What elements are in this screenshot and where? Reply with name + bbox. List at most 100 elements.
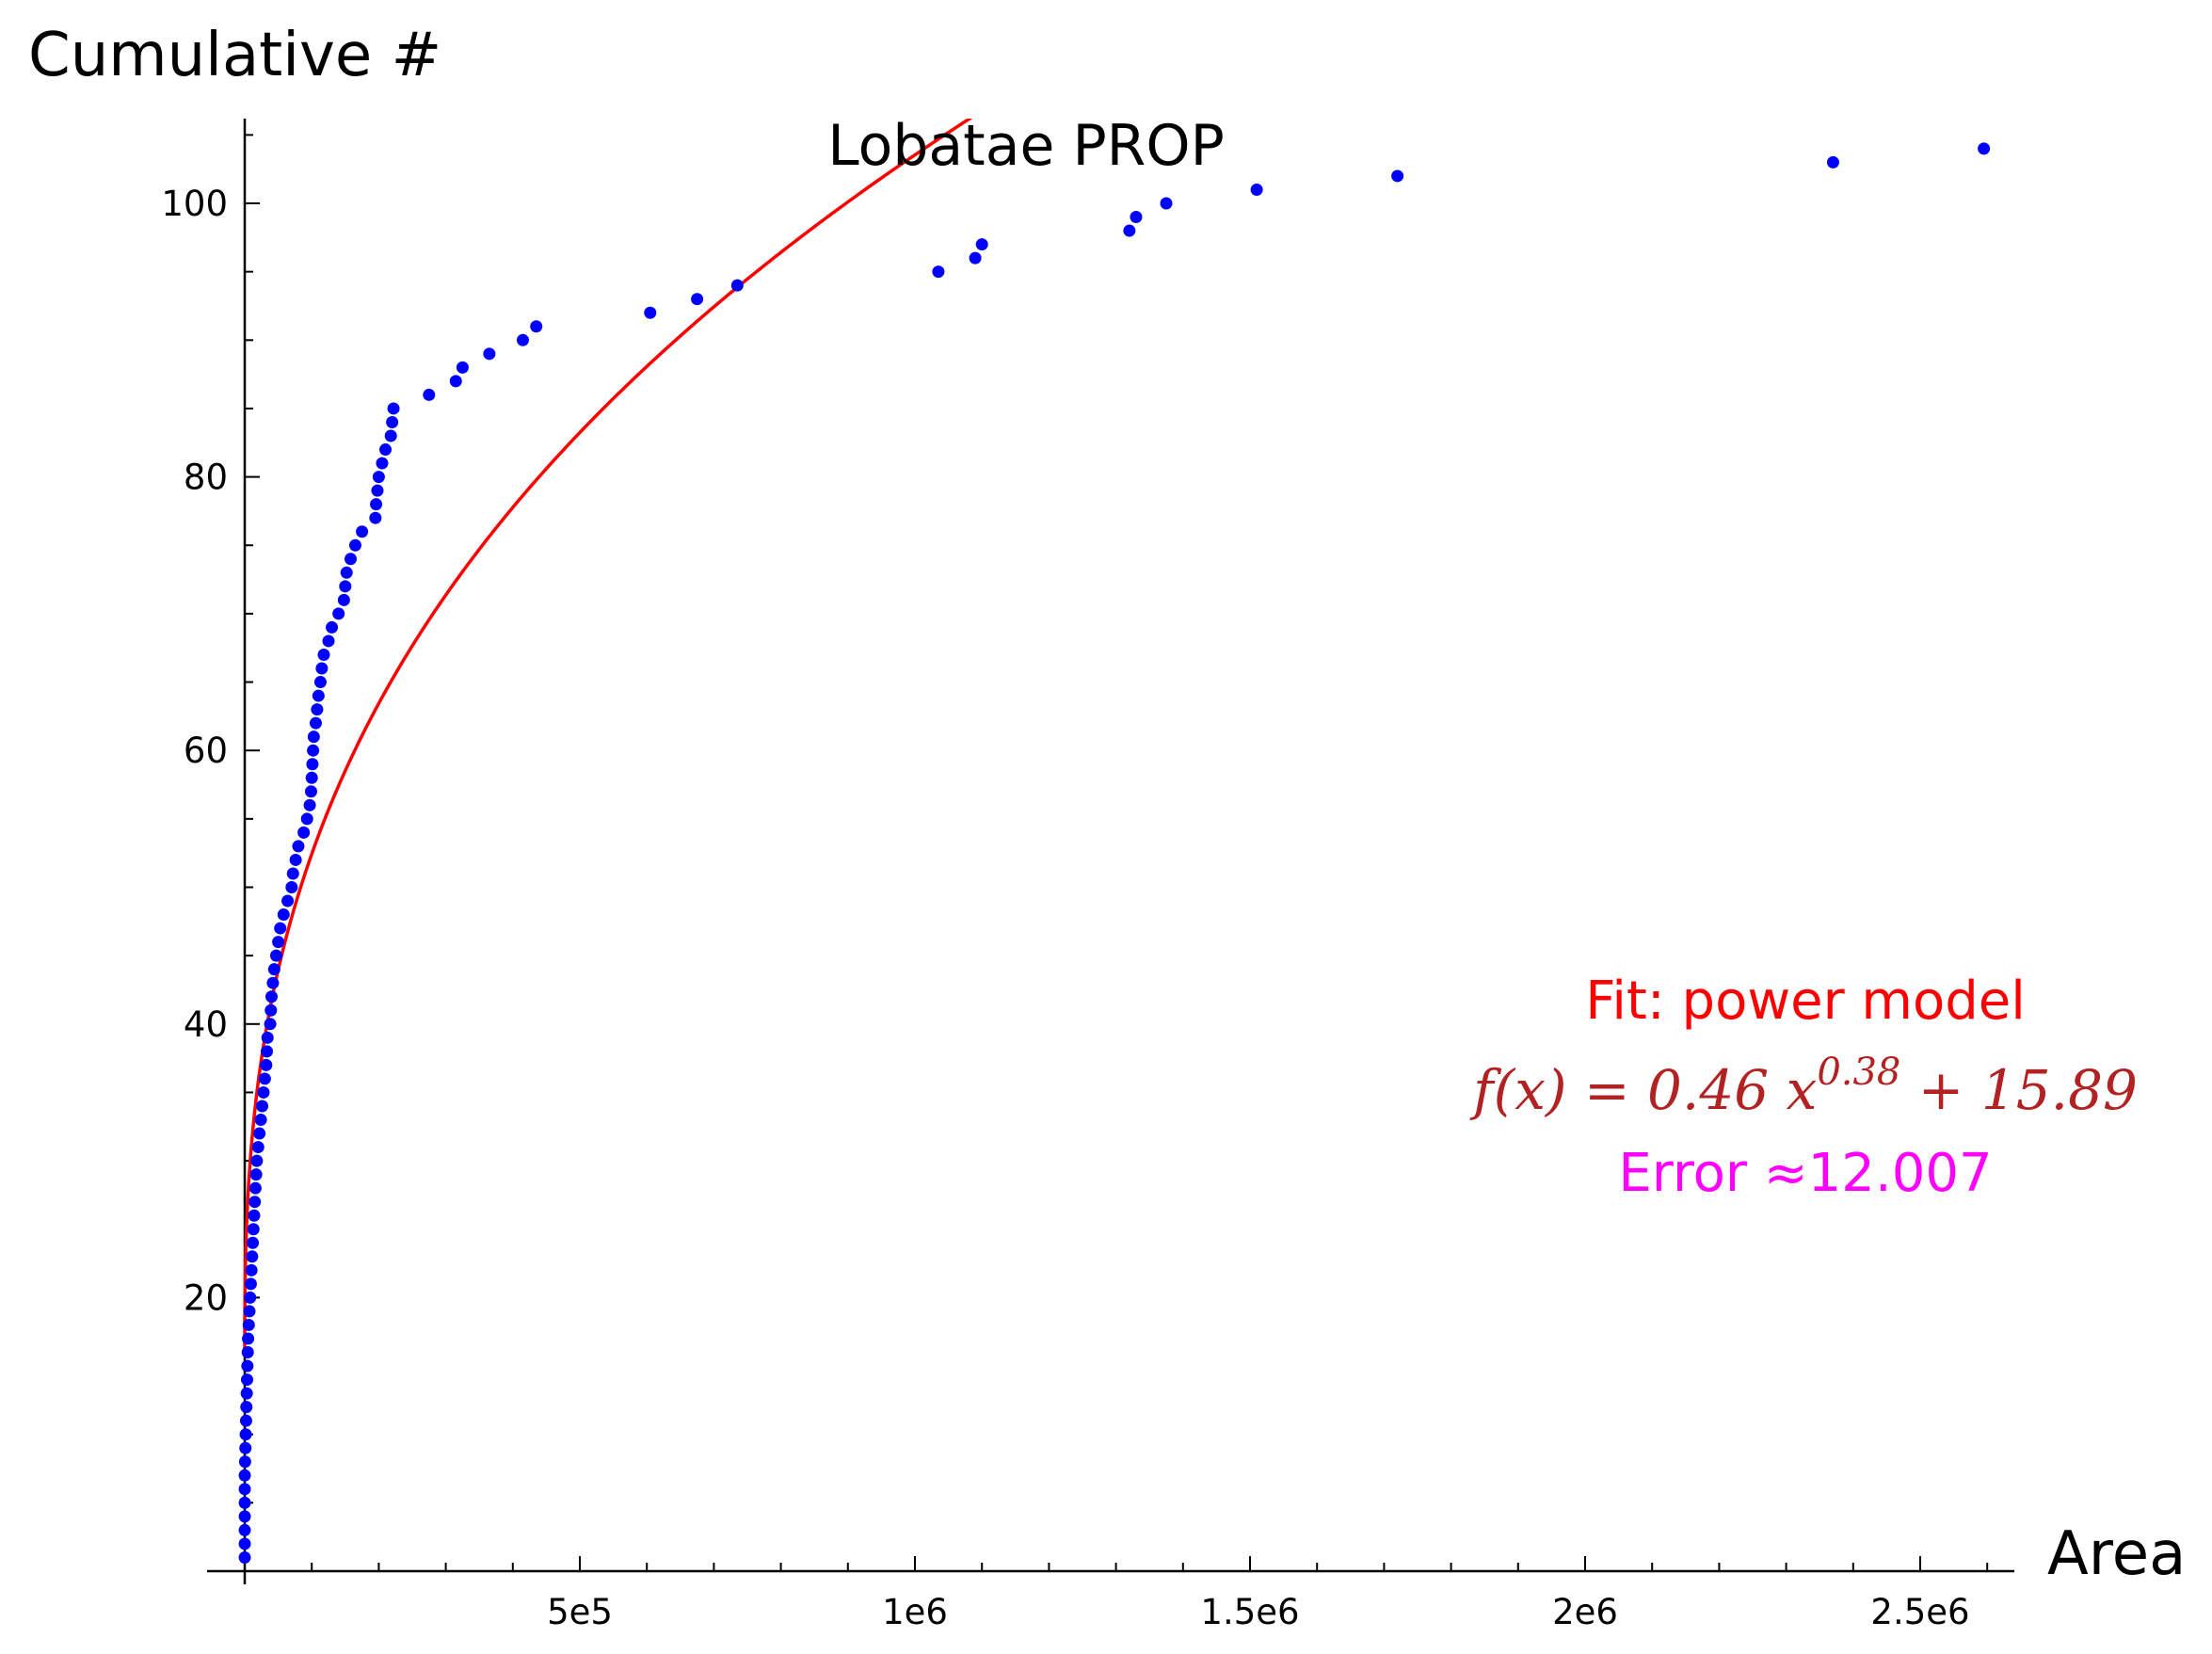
axes-layer: 5e5 1e6 1.5e6 2e6 2.5e6 20 40 60 80 100 [161, 119, 2014, 1632]
data-point [356, 525, 369, 538]
data-point [1391, 169, 1404, 183]
data-point [691, 293, 704, 306]
data-point [277, 908, 290, 922]
x-tick-label: 1e6 [882, 1592, 948, 1632]
data-point [975, 238, 988, 251]
data-point [1130, 211, 1143, 224]
data-point [250, 1154, 264, 1167]
data-point [240, 1401, 253, 1414]
data-point [238, 1483, 251, 1496]
x-tick-label: 1.5e6 [1200, 1592, 1299, 1632]
data-point [300, 812, 313, 826]
data-point [969, 251, 982, 265]
x-tick-label: 2e6 [1552, 1592, 1618, 1632]
data-point [326, 620, 339, 634]
data-point [370, 498, 383, 511]
data-point [322, 634, 335, 648]
x-tick-label: 2.5e6 [1870, 1592, 1969, 1632]
data-point [337, 593, 350, 606]
data-point [242, 1318, 255, 1331]
data-point [248, 1196, 262, 1209]
data-point [264, 1018, 277, 1031]
fit-error: Error ≈12.007 [1618, 1143, 1992, 1204]
data-point [260, 1058, 273, 1071]
data-point [297, 826, 311, 839]
formula-base: f(x) = 0.46 x [1469, 1058, 1817, 1122]
data-point [238, 1550, 251, 1564]
data-point [483, 347, 496, 361]
fit-title: Fit: power model [1585, 971, 2026, 1032]
data-point [256, 1100, 269, 1113]
data-point [309, 716, 322, 730]
data-point [281, 894, 295, 907]
data-point [244, 1291, 257, 1304]
data-point [246, 1250, 259, 1263]
data-point [339, 580, 352, 593]
y-tick-label: 100 [161, 184, 228, 224]
data-point [307, 744, 320, 757]
data-point [269, 949, 282, 962]
data-point [423, 388, 436, 401]
data-point [238, 1496, 251, 1509]
data-point [247, 1236, 260, 1249]
data-point [242, 1332, 255, 1345]
fit-formula: f(x) = 0.46 x0.38 + 15.89 [1469, 1051, 2138, 1122]
data-point [311, 703, 324, 716]
data-point [376, 457, 389, 470]
y-tick-label: 80 [184, 458, 228, 498]
data-point [1978, 142, 1991, 155]
data-point [249, 1168, 263, 1181]
data-point [264, 1004, 278, 1017]
data-point [307, 731, 320, 744]
data-point [932, 265, 945, 279]
data-point [266, 976, 280, 989]
data-point [267, 963, 281, 976]
data-point [240, 1387, 253, 1400]
formula-exponent: 0.38 [1817, 1051, 1900, 1094]
data-point [241, 1359, 254, 1373]
data-point [304, 785, 317, 798]
data-point [248, 1209, 261, 1222]
y-tick-label: 40 [184, 1004, 228, 1045]
y-tick-label: 20 [184, 1277, 228, 1318]
data-point [372, 471, 385, 484]
data-point [238, 1510, 251, 1523]
data-point [371, 484, 384, 497]
x-axis-label: Area [2047, 1519, 2186, 1589]
data-point [248, 1181, 262, 1195]
data-point [516, 333, 529, 346]
data-point [289, 853, 302, 866]
data-point [241, 1346, 254, 1359]
data-point [456, 361, 469, 374]
data-point [306, 758, 319, 771]
data-point [303, 798, 316, 811]
data-point [449, 375, 462, 388]
chart-title: Lobatae PROP [827, 113, 1225, 179]
y-tick-label: 60 [184, 731, 228, 771]
data-point [317, 648, 330, 661]
data-point [238, 1469, 251, 1482]
data-point [369, 511, 382, 524]
data-point [312, 689, 325, 702]
data-points-layer [238, 142, 1991, 1564]
data-point [254, 1114, 267, 1127]
data-point [257, 1085, 270, 1099]
data-point [348, 538, 361, 552]
data-point [244, 1277, 257, 1291]
data-point [384, 429, 397, 442]
data-point [240, 1373, 253, 1387]
data-point [292, 840, 305, 853]
data-point [530, 320, 543, 333]
data-point [253, 1127, 266, 1140]
data-point [251, 1141, 264, 1154]
data-point [238, 1523, 251, 1536]
data-point [1826, 155, 1839, 169]
data-point [239, 1414, 252, 1427]
data-point [247, 1223, 260, 1236]
data-point [1123, 224, 1136, 237]
data-point [644, 306, 657, 319]
data-point [386, 415, 399, 428]
data-point [238, 1537, 251, 1550]
data-point [243, 1305, 256, 1318]
